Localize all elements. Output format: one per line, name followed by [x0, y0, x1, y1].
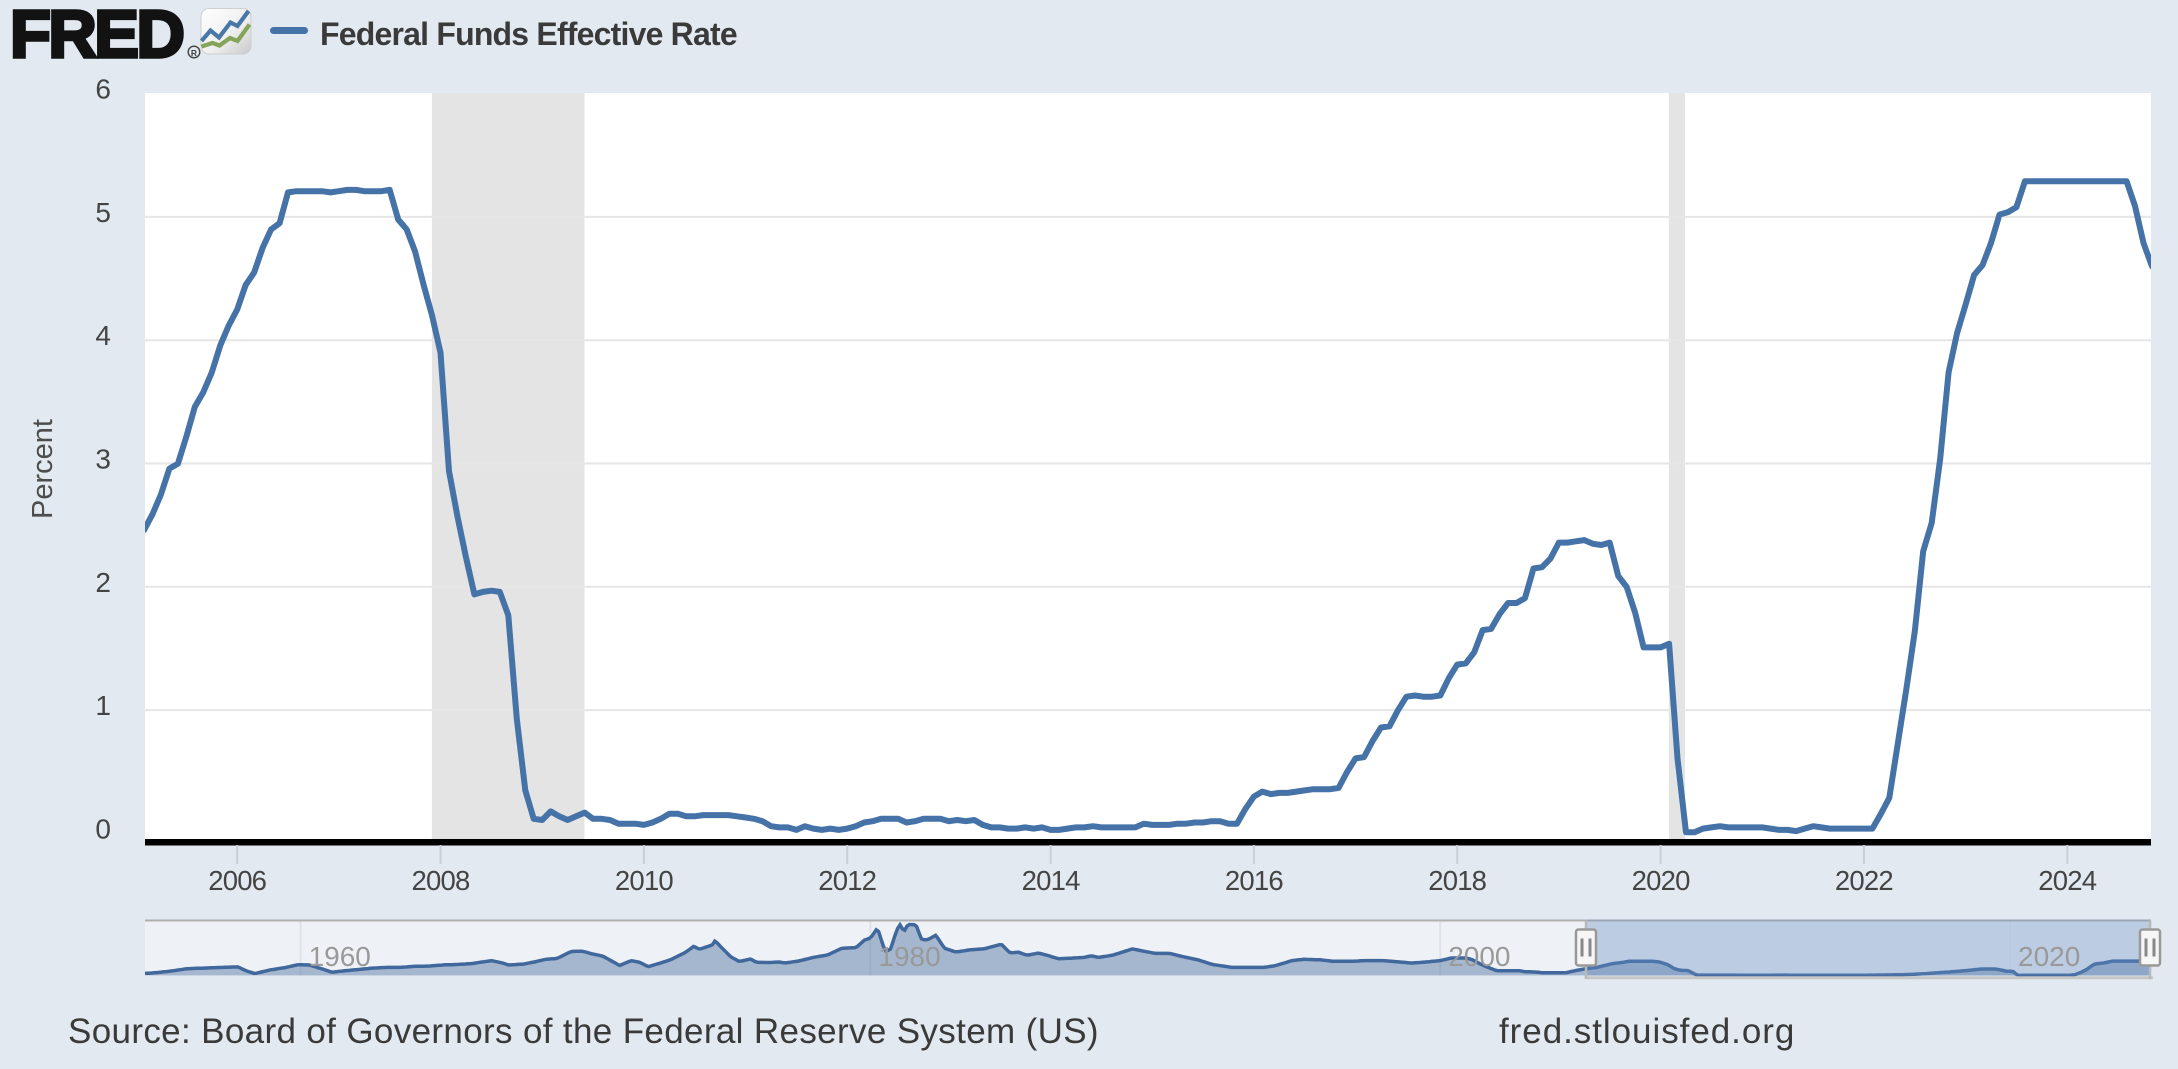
svg-text:fred.stlouisfed.org: fred.stlouisfed.org: [1499, 1012, 1795, 1051]
svg-text:6: 6: [95, 74, 111, 105]
svg-text:2: 2: [95, 567, 111, 598]
svg-text:1: 1: [95, 690, 111, 721]
svg-text:2008: 2008: [412, 865, 470, 896]
svg-text:Percent: Percent: [27, 419, 59, 519]
svg-text:1980: 1980: [878, 941, 940, 972]
svg-text:R: R: [191, 48, 197, 58]
svg-text:4: 4: [95, 320, 111, 351]
svg-text:2000: 2000: [1448, 941, 1510, 972]
svg-text:1960: 1960: [309, 941, 371, 972]
svg-text:2022: 2022: [1835, 865, 1893, 896]
svg-text:Source: Board of Governors of: Source: Board of Governors of the Federa…: [68, 1012, 1099, 1051]
svg-text:2014: 2014: [1022, 865, 1080, 896]
svg-text:FRED: FRED: [10, 0, 183, 72]
svg-text:2018: 2018: [1428, 865, 1486, 896]
svg-text:2024: 2024: [2038, 865, 2096, 896]
svg-text:2006: 2006: [208, 865, 266, 896]
svg-text:2012: 2012: [818, 865, 876, 896]
svg-text:2010: 2010: [615, 865, 673, 896]
svg-text:Federal Funds Effective Rate: Federal Funds Effective Rate: [320, 16, 737, 52]
svg-text:0: 0: [95, 813, 111, 844]
svg-text:2020: 2020: [1632, 865, 1690, 896]
svg-text:5: 5: [95, 197, 111, 228]
svg-text:2016: 2016: [1225, 865, 1283, 896]
svg-text:2020: 2020: [2018, 941, 2080, 972]
svg-text:3: 3: [95, 444, 111, 475]
